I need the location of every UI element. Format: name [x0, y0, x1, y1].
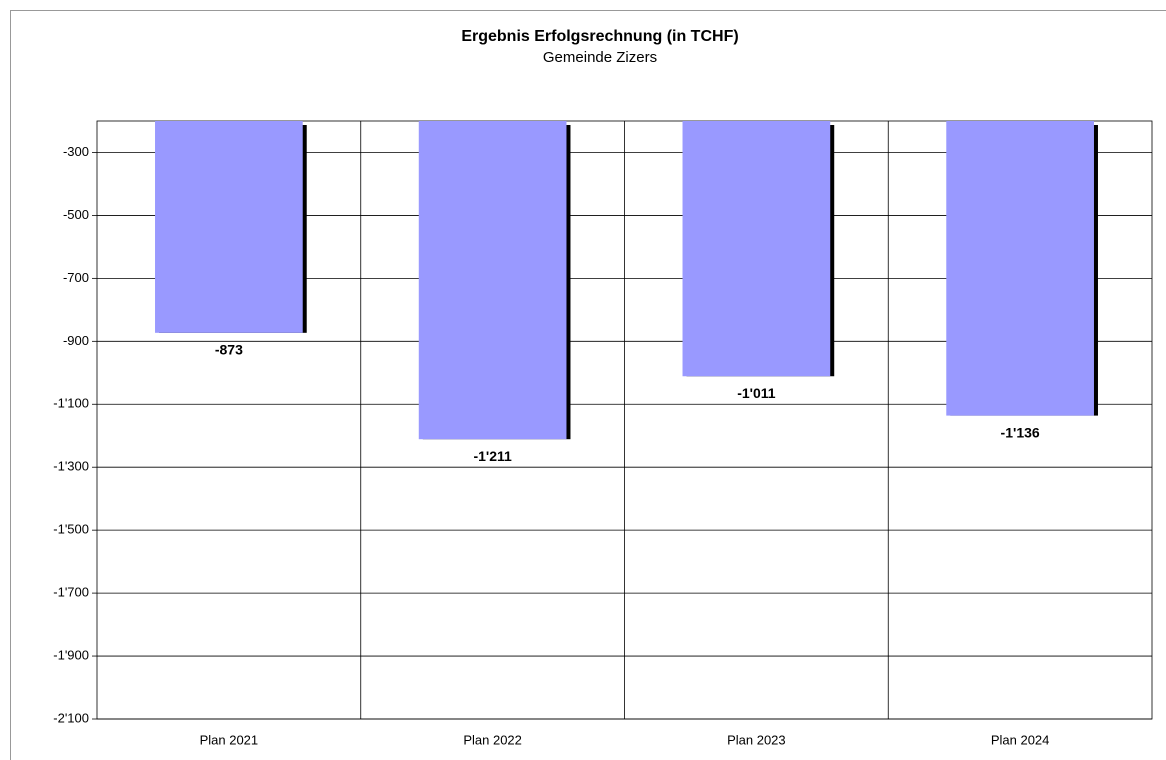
y-tick-label: -300: [63, 144, 89, 159]
data-label: -1'011: [737, 385, 776, 401]
x-tick-label: Plan 2023: [727, 732, 786, 747]
y-tick-label: -1'700: [53, 585, 89, 600]
bar: [946, 121, 1094, 416]
y-tick-label: -1'300: [53, 459, 89, 474]
y-tick-label: -2'100: [53, 710, 89, 725]
y-tick-label: -700: [63, 270, 89, 285]
x-tick-label: Plan 2022: [463, 732, 522, 747]
data-label: -873: [215, 342, 243, 358]
bar: [418, 121, 567, 440]
data-label: -1'136: [1001, 424, 1040, 440]
y-tick-label: -1'100: [53, 396, 89, 411]
y-tick-label: -500: [63, 207, 89, 222]
bar: [155, 121, 303, 333]
x-tick-label: Plan 2024: [991, 732, 1050, 747]
chart-subtitle: Gemeinde Zizers: [543, 49, 657, 66]
y-tick-label: -900: [63, 333, 89, 348]
y-tick-label: -1'500: [53, 522, 89, 537]
bar: [682, 121, 831, 377]
data-label: -1'211: [473, 448, 512, 464]
y-tick-label: -1'900: [53, 647, 89, 662]
chart-title: Ergebnis Erfolgsrechnung (in TCHF): [461, 28, 738, 45]
x-tick-label: Plan 2021: [200, 732, 259, 747]
chart-border: [10, 10, 1166, 760]
